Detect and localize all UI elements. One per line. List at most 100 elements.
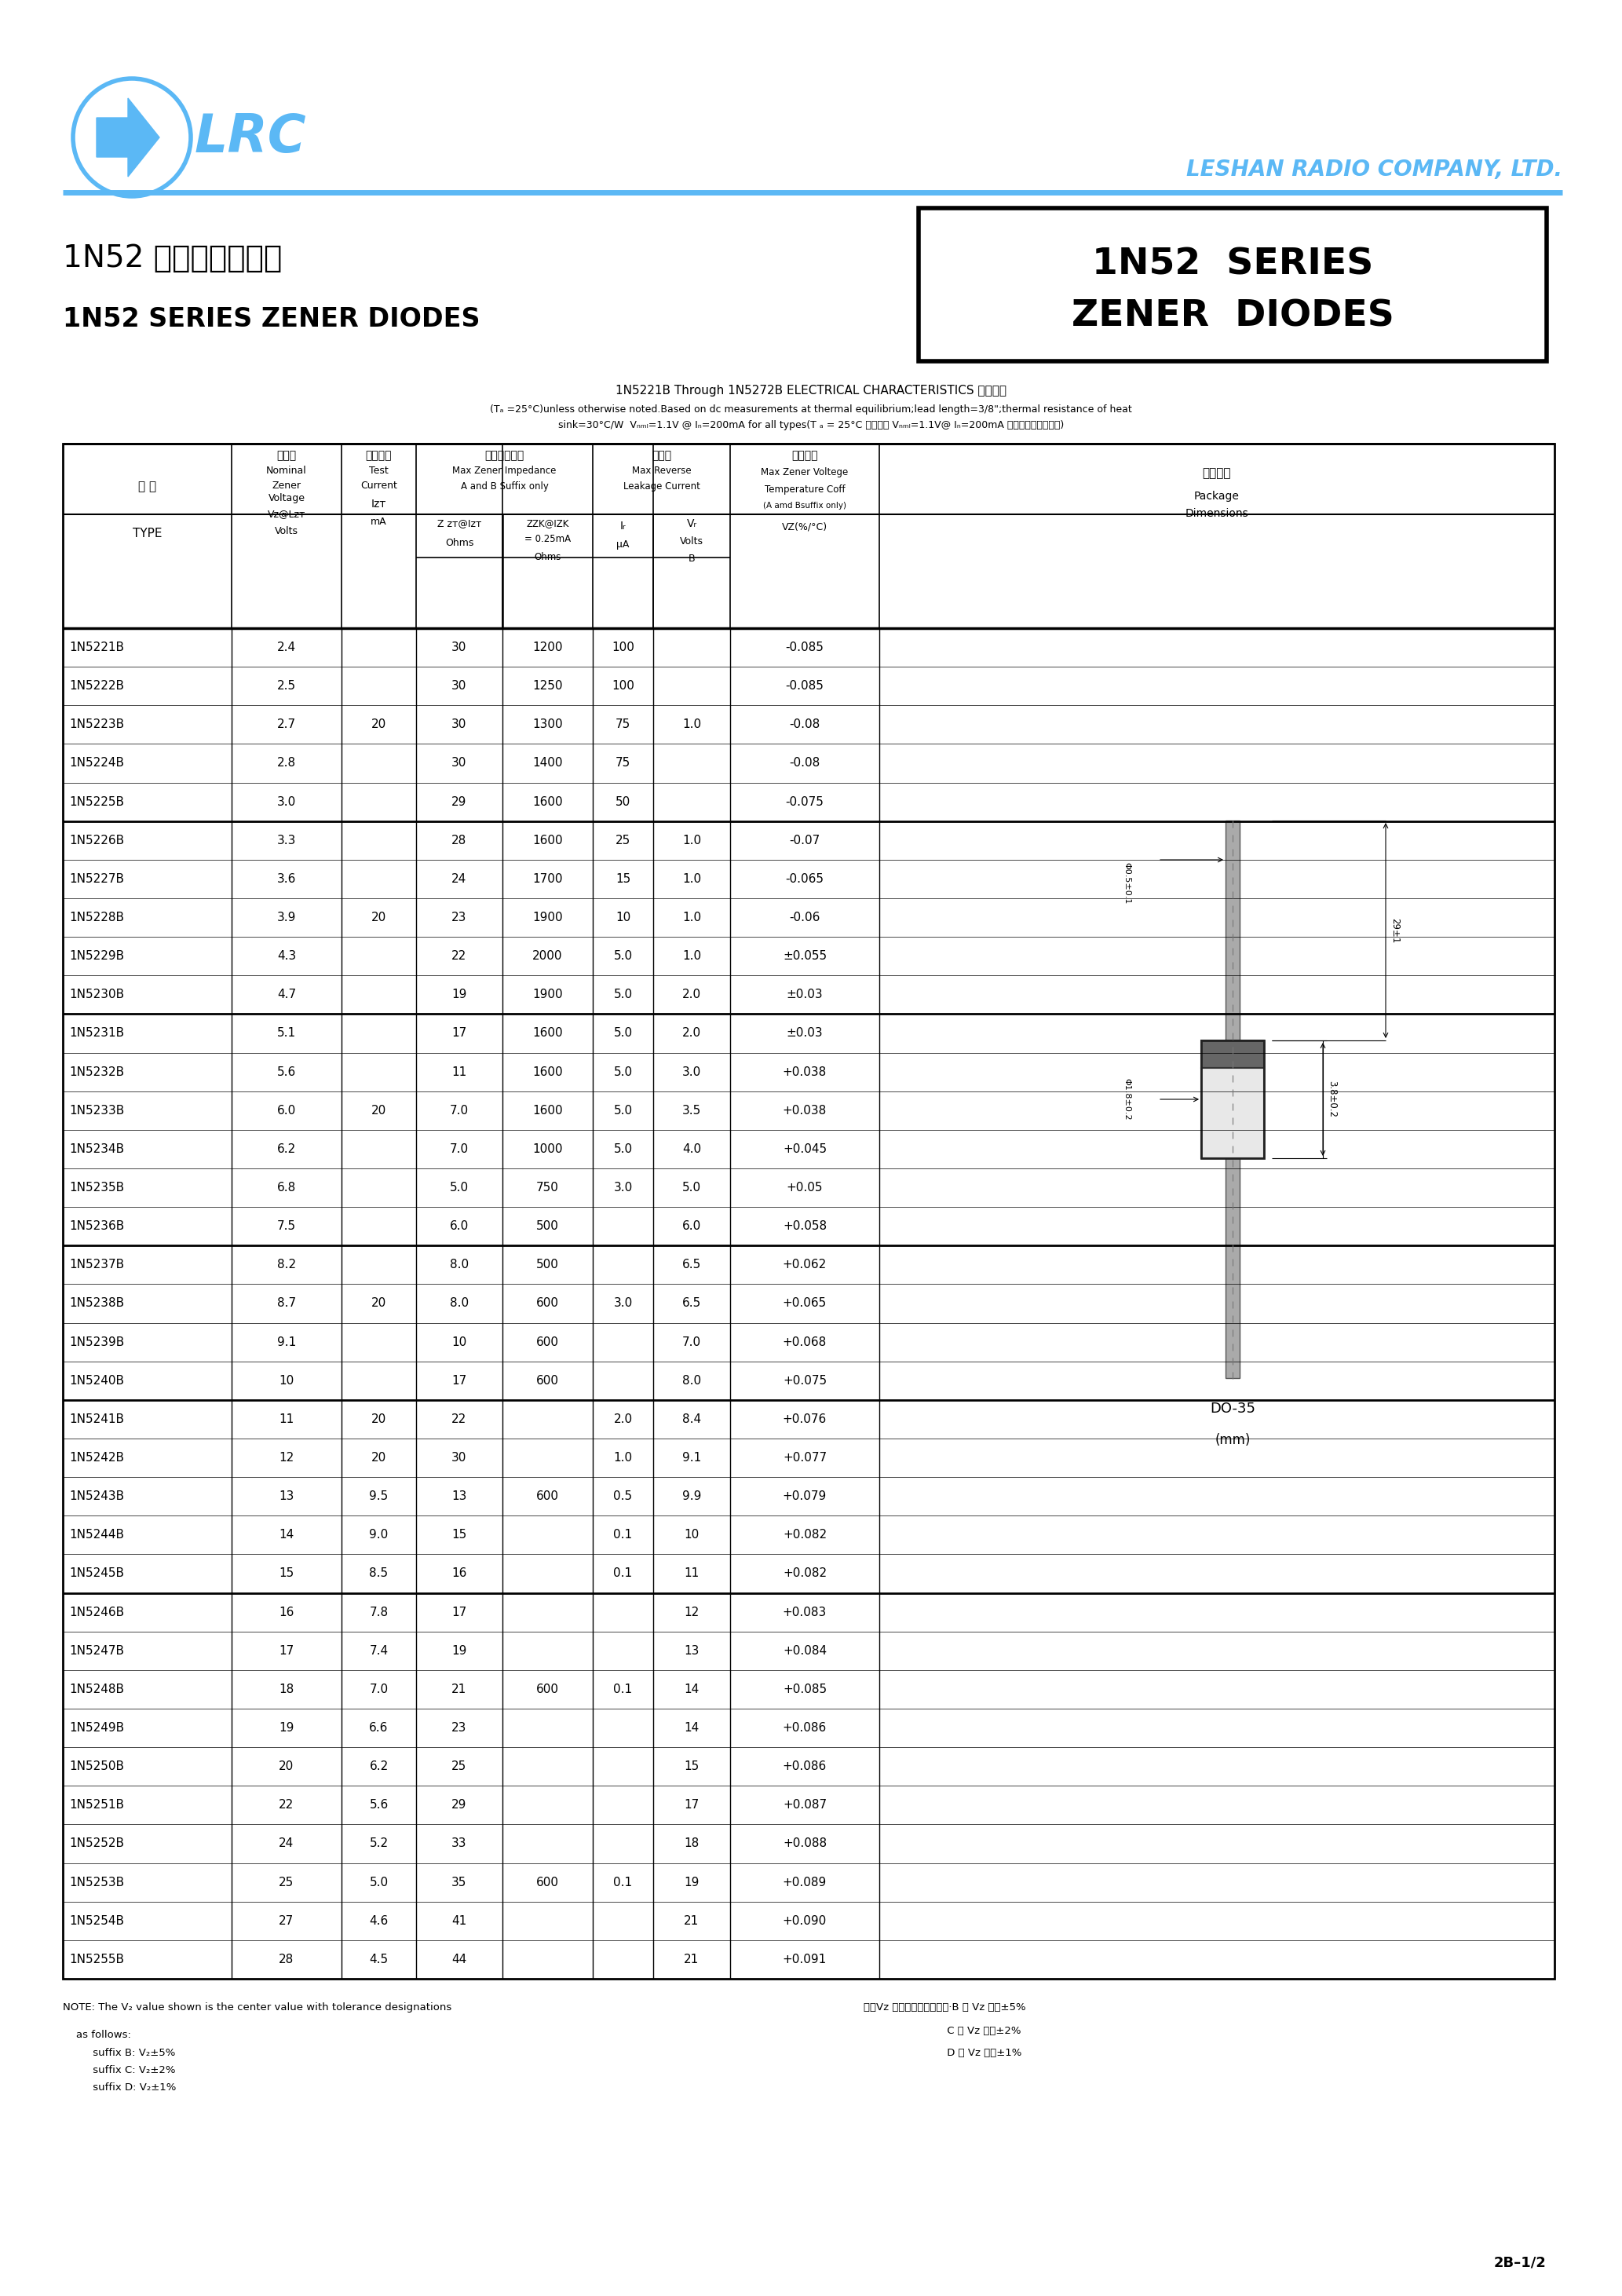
Text: Φ0.5±0.1: Φ0.5±0.1 [1122, 863, 1131, 905]
Text: 5.2: 5.2 [370, 1837, 388, 1851]
Text: -0.07: -0.07 [790, 833, 821, 847]
Text: 2.4: 2.4 [277, 641, 297, 654]
Text: 1.0: 1.0 [613, 1451, 633, 1465]
Text: ZENER  DIODES: ZENER DIODES [1071, 298, 1393, 333]
Text: 外型尺寸: 外型尺寸 [1202, 466, 1231, 480]
Text: +0.088: +0.088 [783, 1837, 827, 1851]
Polygon shape [97, 99, 159, 177]
Text: 1N52  SERIES: 1N52 SERIES [1092, 248, 1374, 282]
Text: 29: 29 [451, 797, 467, 808]
Text: +0.091: +0.091 [783, 1954, 827, 1965]
Text: +0.089: +0.089 [783, 1876, 827, 1887]
Text: 20: 20 [371, 1414, 386, 1426]
Text: Test: Test [370, 466, 389, 475]
Text: 8.0: 8.0 [449, 1258, 469, 1270]
Text: 20: 20 [279, 1761, 294, 1773]
Text: 1N5224B: 1N5224B [70, 758, 123, 769]
Text: 19: 19 [279, 1722, 294, 1733]
Text: ±0.03: ±0.03 [787, 990, 822, 1001]
Text: Dimensions: Dimensions [1186, 507, 1249, 519]
Text: 30: 30 [451, 719, 467, 730]
Text: 44: 44 [451, 1954, 467, 1965]
Text: 5.0: 5.0 [370, 1876, 388, 1887]
Text: 9.1: 9.1 [277, 1336, 297, 1348]
Text: 30: 30 [451, 680, 467, 691]
Text: VZ(%/°C): VZ(%/°C) [782, 521, 827, 533]
Text: 1N5230B: 1N5230B [70, 990, 125, 1001]
Text: 21: 21 [684, 1954, 699, 1965]
Text: 15: 15 [451, 1529, 467, 1541]
Text: 1N5252B: 1N5252B [70, 1837, 123, 1851]
Text: DO-35: DO-35 [1210, 1401, 1255, 1417]
Text: Max Zener Voltege: Max Zener Voltege [761, 466, 848, 478]
Text: +0.038: +0.038 [783, 1104, 827, 1116]
Text: +0.075: +0.075 [783, 1375, 827, 1387]
Text: -0.08: -0.08 [790, 758, 821, 769]
Text: 10: 10 [615, 912, 631, 923]
Bar [1226, 820, 1239, 1100]
Text: 16: 16 [279, 1607, 294, 1619]
Text: 30: 30 [451, 641, 467, 654]
Text: +0.062: +0.062 [783, 1258, 827, 1270]
Text: 1N5251B: 1N5251B [70, 1800, 123, 1812]
Text: +0.05: +0.05 [787, 1182, 822, 1194]
Text: 1N5247B: 1N5247B [70, 1644, 123, 1658]
Text: 5.0: 5.0 [613, 1143, 633, 1155]
Text: 10: 10 [279, 1375, 294, 1387]
Text: 2.0: 2.0 [683, 990, 701, 1001]
Text: 16: 16 [451, 1568, 467, 1580]
Text: 30: 30 [451, 758, 467, 769]
Text: 7.4: 7.4 [370, 1644, 388, 1658]
Text: 10: 10 [684, 1529, 699, 1541]
Text: Max Reverse: Max Reverse [631, 466, 691, 475]
Text: 29: 29 [451, 1800, 467, 1812]
Text: 3.0: 3.0 [683, 1065, 701, 1077]
Text: 13: 13 [279, 1490, 294, 1502]
Text: 6.0: 6.0 [277, 1104, 297, 1116]
Text: 1250: 1250 [532, 680, 563, 691]
Bar [1226, 1157, 1239, 1378]
Text: 4.7: 4.7 [277, 990, 297, 1001]
Text: 12: 12 [684, 1607, 699, 1619]
Text: 1N5244B: 1N5244B [70, 1529, 123, 1541]
Text: 3.5: 3.5 [683, 1104, 701, 1116]
Text: 3.9: 3.9 [277, 912, 297, 923]
Text: +0.083: +0.083 [783, 1607, 827, 1619]
Text: +0.065: +0.065 [783, 1297, 827, 1309]
Text: Ohms: Ohms [534, 551, 561, 563]
Text: 20: 20 [371, 1297, 386, 1309]
Text: 1N5237B: 1N5237B [70, 1258, 125, 1270]
Text: 6.0: 6.0 [683, 1221, 701, 1233]
Text: +0.086: +0.086 [783, 1761, 827, 1773]
Text: 10: 10 [451, 1336, 467, 1348]
Text: 6.5: 6.5 [683, 1258, 701, 1270]
Text: 1.0: 1.0 [683, 719, 701, 730]
Text: D 型 Vz 容差±1%: D 型 Vz 容差±1% [863, 2048, 1022, 2057]
Text: 17: 17 [451, 1607, 467, 1619]
Text: 1N5234B: 1N5234B [70, 1143, 125, 1155]
Text: Temperature Coff: Temperature Coff [764, 484, 845, 494]
Text: 3.8±0.2: 3.8±0.2 [1327, 1081, 1337, 1118]
Text: 18: 18 [279, 1683, 294, 1694]
Text: -0.06: -0.06 [790, 912, 821, 923]
Text: 14: 14 [684, 1683, 699, 1694]
Text: 3.6: 3.6 [277, 872, 297, 884]
Text: +0.090: +0.090 [783, 1915, 827, 1926]
Text: 8.2: 8.2 [277, 1258, 297, 1270]
Text: 600: 600 [537, 1375, 560, 1387]
Text: 6.8: 6.8 [277, 1182, 297, 1194]
Text: 2.5: 2.5 [277, 680, 297, 691]
Text: 型 号: 型 号 [138, 480, 156, 494]
Text: 1400: 1400 [532, 758, 563, 769]
Text: 1N5242B: 1N5242B [70, 1451, 123, 1465]
Text: suffix D: V₂±1%: suffix D: V₂±1% [63, 2082, 177, 2092]
Text: 7.8: 7.8 [370, 1607, 388, 1619]
Text: 5.0: 5.0 [683, 1182, 701, 1194]
Text: 5.1: 5.1 [277, 1029, 297, 1040]
Bar [1202, 1040, 1264, 1068]
Text: 1N5239B: 1N5239B [70, 1336, 125, 1348]
Text: 0.1: 0.1 [613, 1568, 633, 1580]
Text: TYPE: TYPE [133, 528, 162, 540]
Text: 7.0: 7.0 [683, 1336, 701, 1348]
Text: 最大动态阻抗: 最大动态阻抗 [485, 450, 524, 461]
